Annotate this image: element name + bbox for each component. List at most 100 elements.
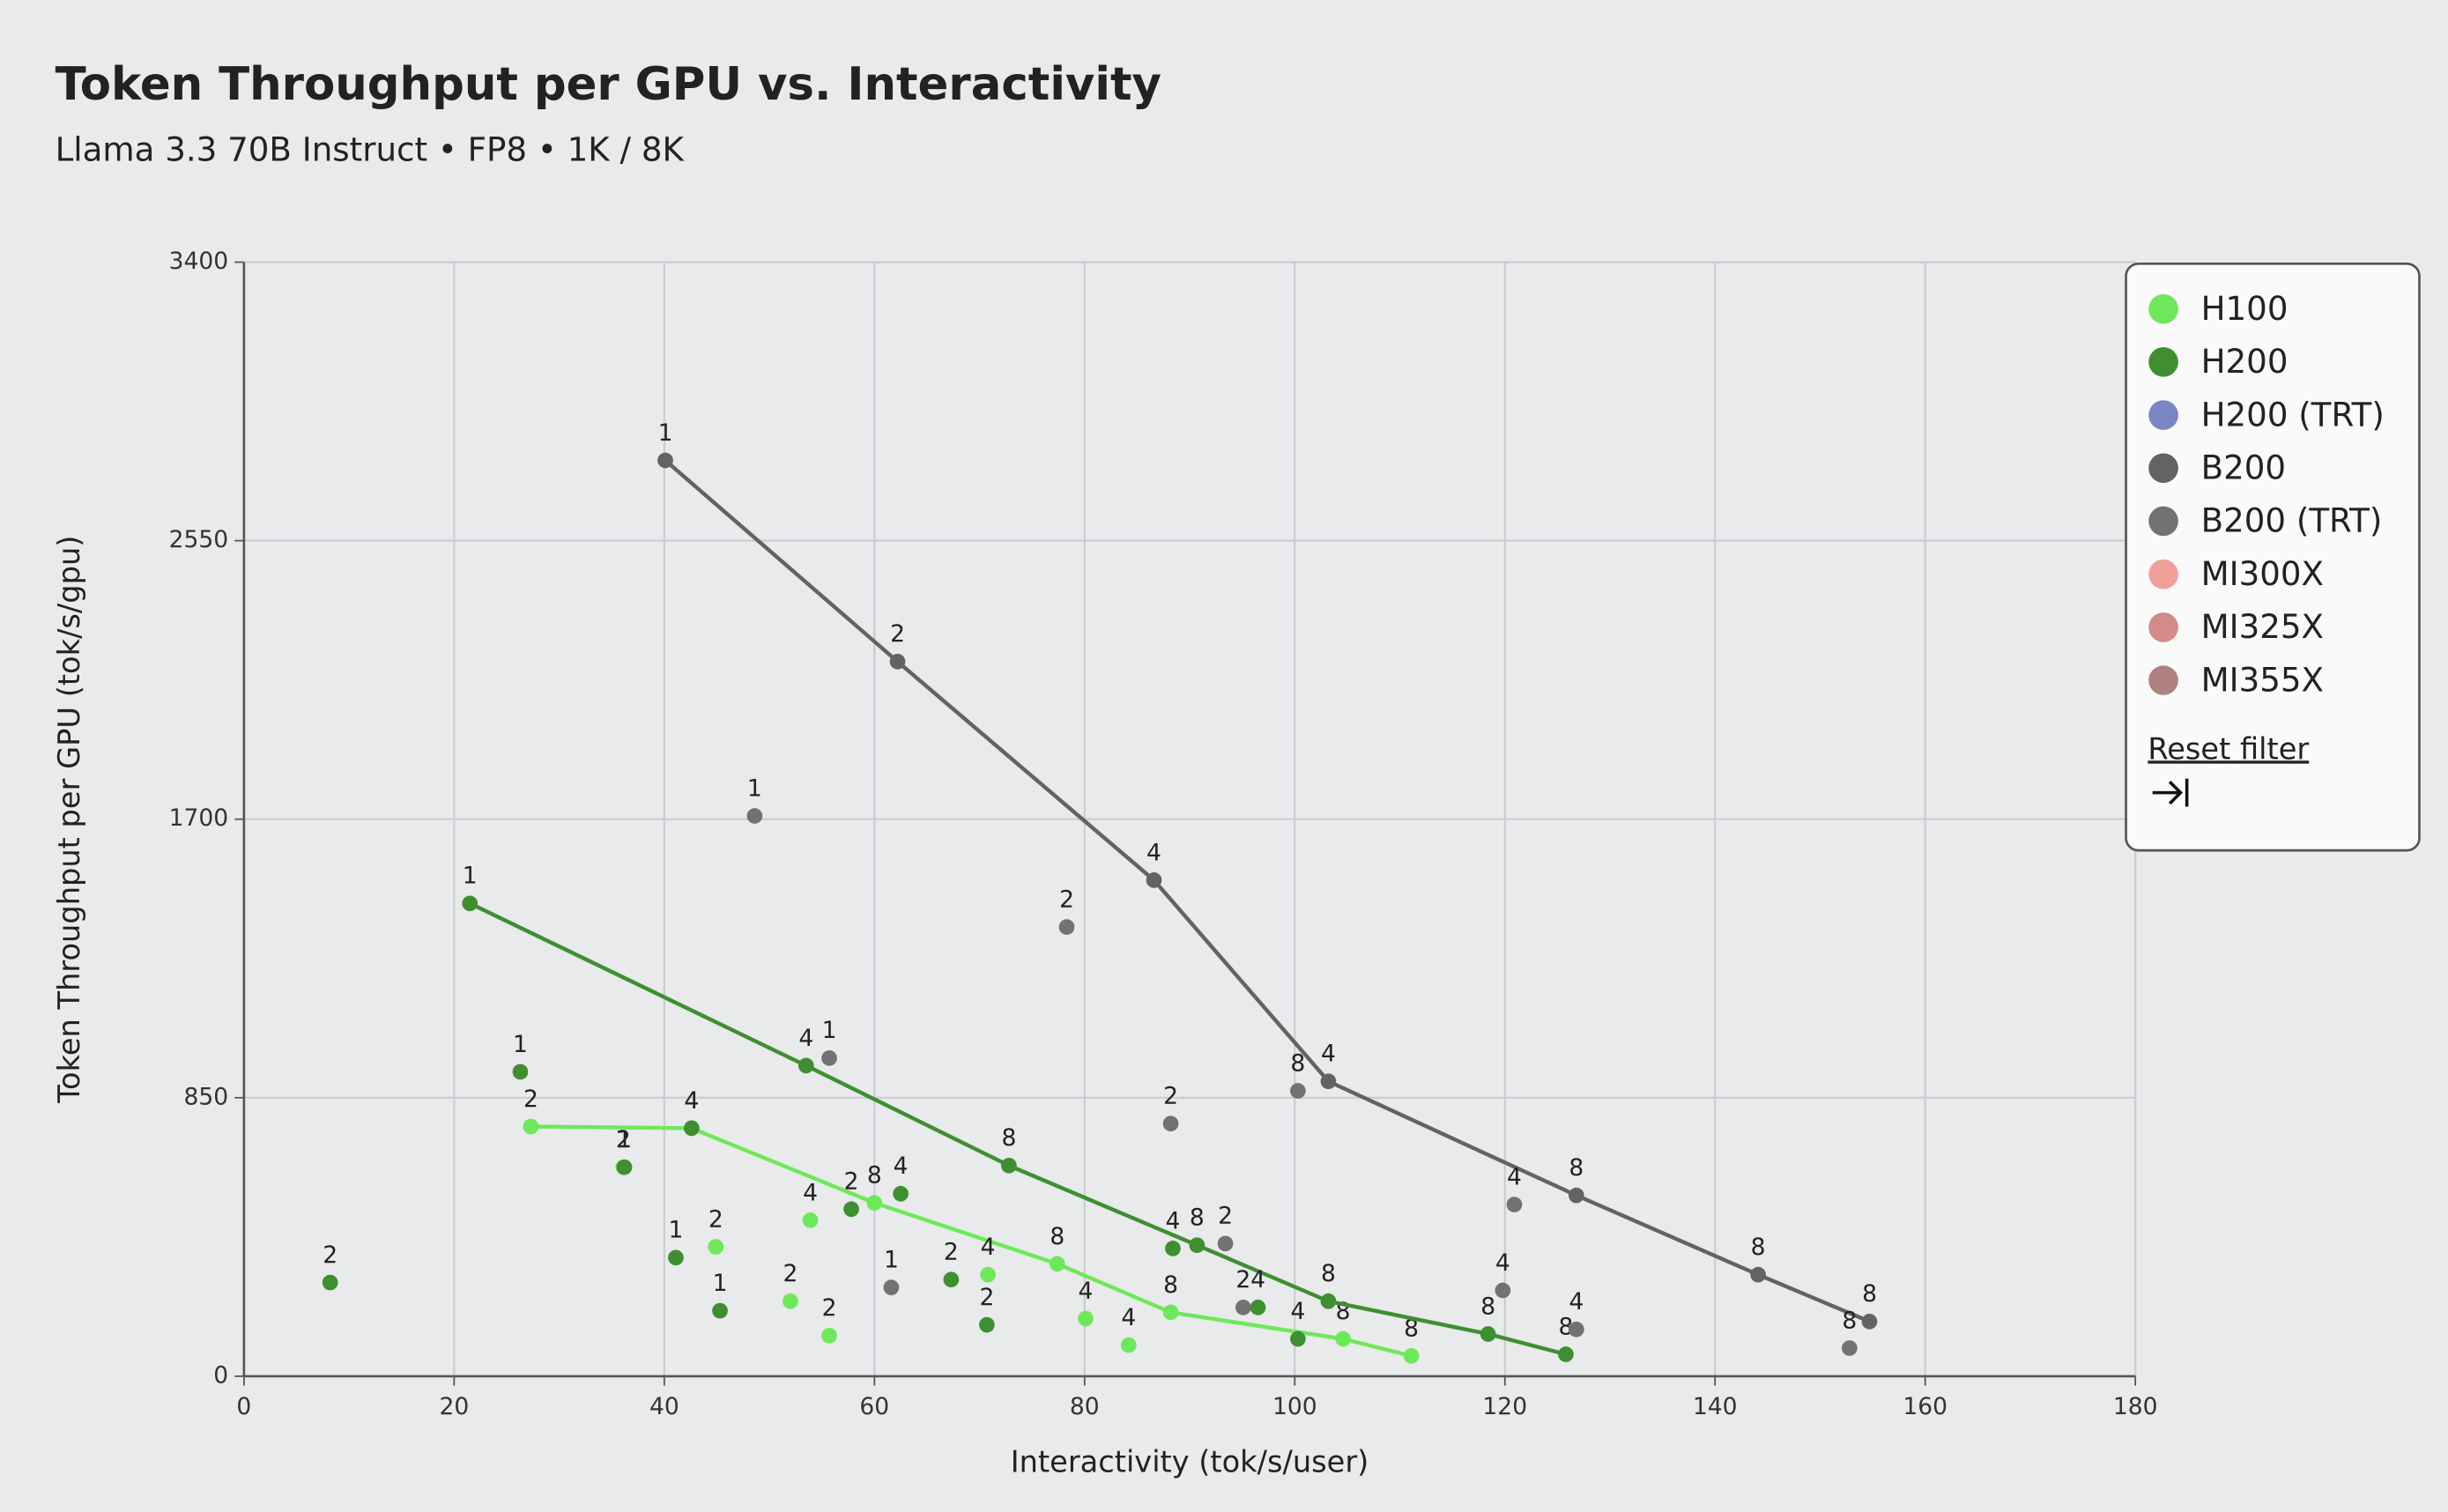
- data-point[interactable]: [980, 1266, 996, 1283]
- legend-swatch[interactable]: [2148, 400, 2178, 430]
- data-point[interactable]: [783, 1293, 798, 1309]
- point-label: 4: [1250, 1266, 1265, 1293]
- point-label: 2: [708, 1205, 723, 1233]
- legend-swatch[interactable]: [2148, 293, 2178, 324]
- point-label: 2: [890, 620, 905, 648]
- legend-label[interactable]: MI355X: [2201, 660, 2324, 699]
- data-point[interactable]: [893, 1185, 909, 1202]
- legend-swatch[interactable]: [2148, 665, 2178, 695]
- point-label: 2: [783, 1260, 797, 1287]
- legend-label[interactable]: B200: [2201, 448, 2286, 487]
- point-label: 4: [1321, 1041, 1336, 1068]
- data-point[interactable]: [1568, 1187, 1584, 1204]
- data-point[interactable]: [821, 1327, 837, 1344]
- data-point[interactable]: [746, 808, 763, 824]
- point-label: 4: [981, 1234, 996, 1261]
- data-point[interactable]: [1189, 1237, 1205, 1254]
- data-point[interactable]: [1217, 1235, 1234, 1252]
- data-point[interactable]: [708, 1239, 724, 1255]
- data-point[interactable]: [712, 1302, 728, 1319]
- data-point[interactable]: [821, 1049, 837, 1066]
- point-label: 8: [1842, 1307, 1857, 1334]
- point-label: 8: [1862, 1280, 1877, 1308]
- data-point[interactable]: [322, 1274, 338, 1291]
- y-tick-label: 850: [183, 1083, 228, 1110]
- data-point[interactable]: [979, 1316, 995, 1333]
- data-point[interactable]: [1320, 1293, 1337, 1309]
- data-point[interactable]: [843, 1201, 859, 1218]
- y-tick-label: 1700: [169, 804, 229, 832]
- data-point[interactable]: [1403, 1348, 1420, 1364]
- data-point[interactable]: [657, 452, 673, 469]
- legend-swatch[interactable]: [2148, 506, 2178, 537]
- legend-swatch[interactable]: [2148, 453, 2178, 484]
- x-tick-label: 160: [1903, 1393, 1947, 1420]
- data-point[interactable]: [1049, 1256, 1065, 1272]
- data-point[interactable]: [1121, 1337, 1137, 1353]
- data-point[interactable]: [802, 1212, 819, 1228]
- data-point[interactable]: [943, 1271, 960, 1288]
- point-label: 2: [1235, 1266, 1250, 1293]
- data-point[interactable]: [512, 1064, 529, 1080]
- data-point[interactable]: [866, 1195, 883, 1212]
- legend-box: [2125, 262, 2421, 852]
- point-label: 4: [684, 1087, 699, 1115]
- data-point[interactable]: [883, 1279, 900, 1296]
- data-point[interactable]: [683, 1120, 700, 1137]
- point-label: 1: [658, 419, 673, 447]
- point-label: 2: [523, 1086, 538, 1113]
- data-point[interactable]: [1495, 1282, 1511, 1299]
- data-point[interactable]: [1290, 1083, 1306, 1099]
- data-point[interactable]: [1290, 1330, 1306, 1347]
- data-point[interactable]: [1235, 1299, 1251, 1316]
- data-point[interactable]: [1842, 1340, 1858, 1356]
- data-point[interactable]: [889, 653, 906, 670]
- legend-label[interactable]: H200 (TRT): [2201, 395, 2385, 434]
- legend-label[interactable]: MI325X: [2201, 607, 2324, 646]
- collapse-icon[interactable]: [2152, 778, 2189, 807]
- data-point[interactable]: [1146, 872, 1162, 888]
- data-point[interactable]: [1320, 1073, 1337, 1090]
- data-point[interactable]: [1058, 919, 1075, 935]
- data-point[interactable]: [1480, 1326, 1496, 1342]
- point-label: 2: [979, 1284, 994, 1311]
- y-tick-label: 0: [213, 1361, 228, 1389]
- point-label: 8: [1050, 1223, 1065, 1250]
- legend-label[interactable]: MI300X: [2201, 554, 2324, 593]
- reset-filter[interactable]: Reset filter: [2148, 731, 2309, 766]
- x-tick-label: 120: [1482, 1393, 1527, 1420]
- point-label: 1: [713, 1270, 728, 1297]
- data-point[interactable]: [668, 1249, 684, 1266]
- data-point[interactable]: [1078, 1310, 1094, 1327]
- legend-label[interactable]: B200 (TRT): [2201, 501, 2383, 540]
- data-point[interactable]: [1162, 1304, 1179, 1321]
- data-point[interactable]: [1162, 1115, 1179, 1132]
- data-point[interactable]: [1750, 1266, 1766, 1283]
- y-tick-label: 3400: [169, 248, 229, 275]
- legend-swatch[interactable]: [2148, 559, 2178, 589]
- data-point[interactable]: [1250, 1299, 1266, 1316]
- data-point[interactable]: [1506, 1197, 1523, 1212]
- point-label: 8: [1002, 1124, 1017, 1152]
- point-label: 8: [1321, 1260, 1336, 1287]
- x-tick-label: 20: [439, 1393, 469, 1420]
- data-point[interactable]: [462, 895, 478, 912]
- x-axis-label: Interactivity (tok/s/user): [1011, 1445, 1369, 1479]
- data-point[interactable]: [616, 1159, 633, 1175]
- legend-swatch[interactable]: [2148, 612, 2178, 642]
- data-point[interactable]: [1568, 1321, 1584, 1338]
- data-point[interactable]: [1861, 1313, 1878, 1330]
- data-point[interactable]: [1558, 1346, 1574, 1362]
- legend-label[interactable]: H200: [2201, 342, 2289, 381]
- point-label: 4: [798, 1025, 813, 1052]
- data-point[interactable]: [1335, 1330, 1351, 1347]
- point-label: 8: [1558, 1313, 1573, 1340]
- data-point[interactable]: [523, 1118, 539, 1135]
- legend-swatch[interactable]: [2148, 347, 2178, 377]
- data-point[interactable]: [1165, 1241, 1181, 1256]
- legend-label[interactable]: H100: [2201, 289, 2289, 328]
- data-point[interactable]: [1001, 1157, 1017, 1174]
- data-point[interactable]: [797, 1057, 814, 1074]
